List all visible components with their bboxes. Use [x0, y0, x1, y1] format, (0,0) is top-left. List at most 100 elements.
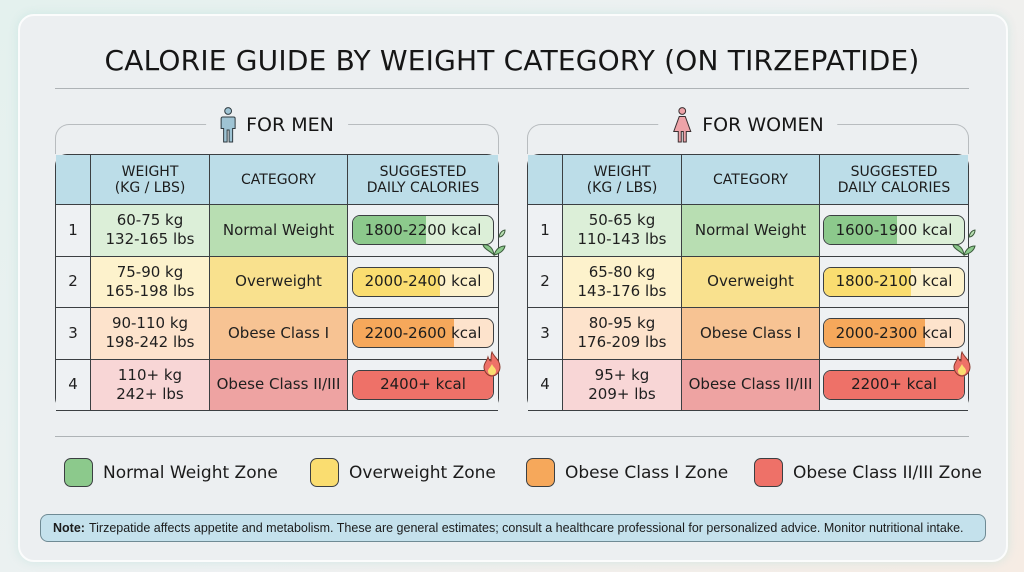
table-row: 3 80-95 kg 176-209 lbs Obese Class I 2000-23…: [528, 308, 968, 360]
legend-swatch-obese1: [526, 458, 555, 487]
header-calories: SUGGESTED DAILY CALORIES: [348, 155, 498, 204]
legend-swatch-normal: [64, 458, 93, 487]
weight-lbs: 176-209 lbs: [577, 333, 667, 352]
calorie-value: 2200-2600 kcal: [364, 323, 482, 342]
category-cell: Overweight: [210, 256, 348, 307]
table-row: 4 95+ kg 209+ lbs Obese Class II/III 2200+ k…: [528, 359, 968, 411]
weight-kg: 75-90 kg: [116, 262, 184, 281]
weight-lbs: 132-165 lbs: [105, 230, 195, 249]
calorie-pill: 1800-2100 kcal: [823, 266, 965, 297]
row-index: 4: [528, 359, 563, 410]
row-index: 3: [528, 308, 563, 359]
header-weight: WEIGHT (KG / LBS): [563, 155, 682, 204]
calorie-value: 2000-2400 kcal: [364, 272, 482, 291]
calorie-pill: 2200-2600 kcal: [352, 318, 494, 349]
calorie-pill: 1800-2200 kcal: [352, 215, 494, 246]
header-category: CATEGORY: [682, 155, 820, 204]
legend: Normal Weight Zone Overweight Zone Obese…: [0, 458, 1024, 488]
weight-lbs: 209+ lbs: [588, 384, 656, 403]
header-weight-line1: WEIGHT: [593, 163, 651, 180]
calories-cell: 2000-2400 kcal: [348, 256, 498, 307]
row-index: 2: [56, 256, 91, 307]
calorie-pill-fill: [824, 370, 964, 399]
weight-kg: 90-110 kg: [111, 314, 189, 333]
category-cell: Normal Weight: [210, 205, 348, 256]
weight-lbs: 110-143 lbs: [577, 230, 667, 249]
header-weight-line2: (KG / LBS): [586, 179, 658, 196]
row-index: 3: [56, 308, 91, 359]
header-calories-line2: DAILY CALORIES: [837, 179, 951, 196]
category-cell: Obese Class I: [210, 308, 348, 359]
weight-cell: 75-90 kg 165-198 lbs: [91, 256, 210, 307]
women-section-header: FOR WOMEN: [527, 107, 969, 154]
table-header-row: WEIGHT (KG / LBS) CATEGORY SUGGESTED DAILY C…: [56, 155, 498, 205]
row-index: 4: [56, 359, 91, 410]
table-row: 1 50-65 kg 110-143 lbs Normal Weight 1600-19…: [528, 205, 968, 257]
header-weight-line1: WEIGHT: [121, 163, 179, 180]
men-calorie-table: WEIGHT (KG / LBS) CATEGORY SUGGESTED DAILY C…: [55, 154, 506, 411]
header-calories-line1: SUGGESTED: [379, 163, 467, 180]
calorie-pill-fill: [353, 267, 440, 296]
weight-lbs: 198-242 lbs: [105, 333, 195, 352]
title-divider: [55, 88, 969, 89]
calorie-value: 1800-2100 kcal: [835, 272, 953, 291]
calories-cell: 2400+ kcal: [348, 359, 498, 410]
table-row: 2 65-80 kg 143-176 lbs Overweight 1800-2100 …: [528, 256, 968, 308]
calorie-pill-fill: [353, 370, 493, 399]
weight-cell: 65-80 kg 143-176 lbs: [563, 256, 682, 307]
leaf-sprout-icon: [952, 229, 976, 257]
legend-item-obese1: Obese Class I Zone: [526, 458, 728, 487]
calorie-value: 2000-2300 kcal: [835, 323, 953, 342]
weight-lbs: 242+ lbs: [116, 384, 184, 403]
header-index: [56, 155, 91, 204]
calorie-pill-fill: [353, 216, 426, 245]
weight-kg: 50-65 kg: [588, 211, 656, 230]
male-person-icon: [220, 107, 236, 143]
calorie-pill: 2400+ kcal: [352, 369, 494, 400]
row-index: 1: [56, 205, 91, 256]
header-weight: WEIGHT (KG / LBS): [91, 155, 210, 204]
calorie-pill: 1600-1900 kcal: [823, 215, 965, 246]
men-section-label: FOR MEN: [246, 114, 334, 136]
note-prefix: Note:: [53, 521, 85, 535]
header-calories-line1: SUGGESTED: [850, 163, 938, 180]
calories-cell: 1600-1900 kcal: [820, 205, 968, 256]
table-row: 3 90-110 kg 198-242 lbs Obese Class I 2200-2…: [56, 308, 498, 360]
women-calorie-table: WEIGHT (KG / LBS) CATEGORY SUGGESTED DAILY C…: [527, 154, 976, 411]
disclaimer-note: Note: Tirzepatide affects appetite and m…: [40, 514, 986, 542]
calorie-value: 2400+ kcal: [380, 375, 466, 394]
weight-cell: 50-65 kg 110-143 lbs: [563, 205, 682, 256]
weight-kg: 65-80 kg: [588, 262, 656, 281]
category-cell: Obese Class I: [682, 308, 820, 359]
category-cell: Obese Class II/III: [210, 359, 348, 410]
header-calories-line2: DAILY CALORIES: [366, 179, 480, 196]
calorie-value: 1600-1900 kcal: [835, 220, 953, 239]
female-person-icon: [673, 107, 692, 143]
legend-label: Overweight Zone: [349, 462, 496, 483]
weight-kg: 60-75 kg: [116, 211, 184, 230]
calorie-pill-fill: [353, 319, 454, 348]
weight-kg: 80-95 kg: [588, 314, 656, 333]
note-text: Tirzepatide affects appetite and metabol…: [88, 521, 964, 535]
calories-cell: 2200-2600 kcal: [348, 308, 498, 359]
category-cell: Obese Class II/III: [682, 359, 820, 410]
legend-item-obese23: Obese Class II/III Zone: [754, 458, 982, 487]
legend-swatch-obese23: [754, 458, 783, 487]
table-header-row: WEIGHT (KG / LBS) CATEGORY SUGGESTED DAILY C…: [528, 155, 968, 205]
weight-kg: 110+ kg: [117, 365, 183, 384]
calorie-pill: 2000-2300 kcal: [823, 318, 965, 349]
category-cell: Overweight: [682, 256, 820, 307]
header-weight-line2: (KG / LBS): [114, 179, 186, 196]
header-calories: SUGGESTED DAILY CALORIES: [820, 155, 968, 204]
weight-cell: 80-95 kg 176-209 lbs: [563, 308, 682, 359]
calories-cell: 2200+ kcal: [820, 359, 968, 410]
legend-item-overweight: Overweight Zone: [310, 458, 496, 487]
header-index: [528, 155, 563, 204]
header-category: CATEGORY: [210, 155, 348, 204]
weight-lbs: 143-176 lbs: [577, 281, 667, 300]
weight-cell: 110+ kg 242+ lbs: [91, 359, 210, 410]
calorie-value: 2200+ kcal: [851, 375, 937, 394]
leaf-sprout-icon: [482, 229, 506, 257]
category-cell: Normal Weight: [682, 205, 820, 256]
calories-cell: 1800-2100 kcal: [820, 256, 968, 307]
